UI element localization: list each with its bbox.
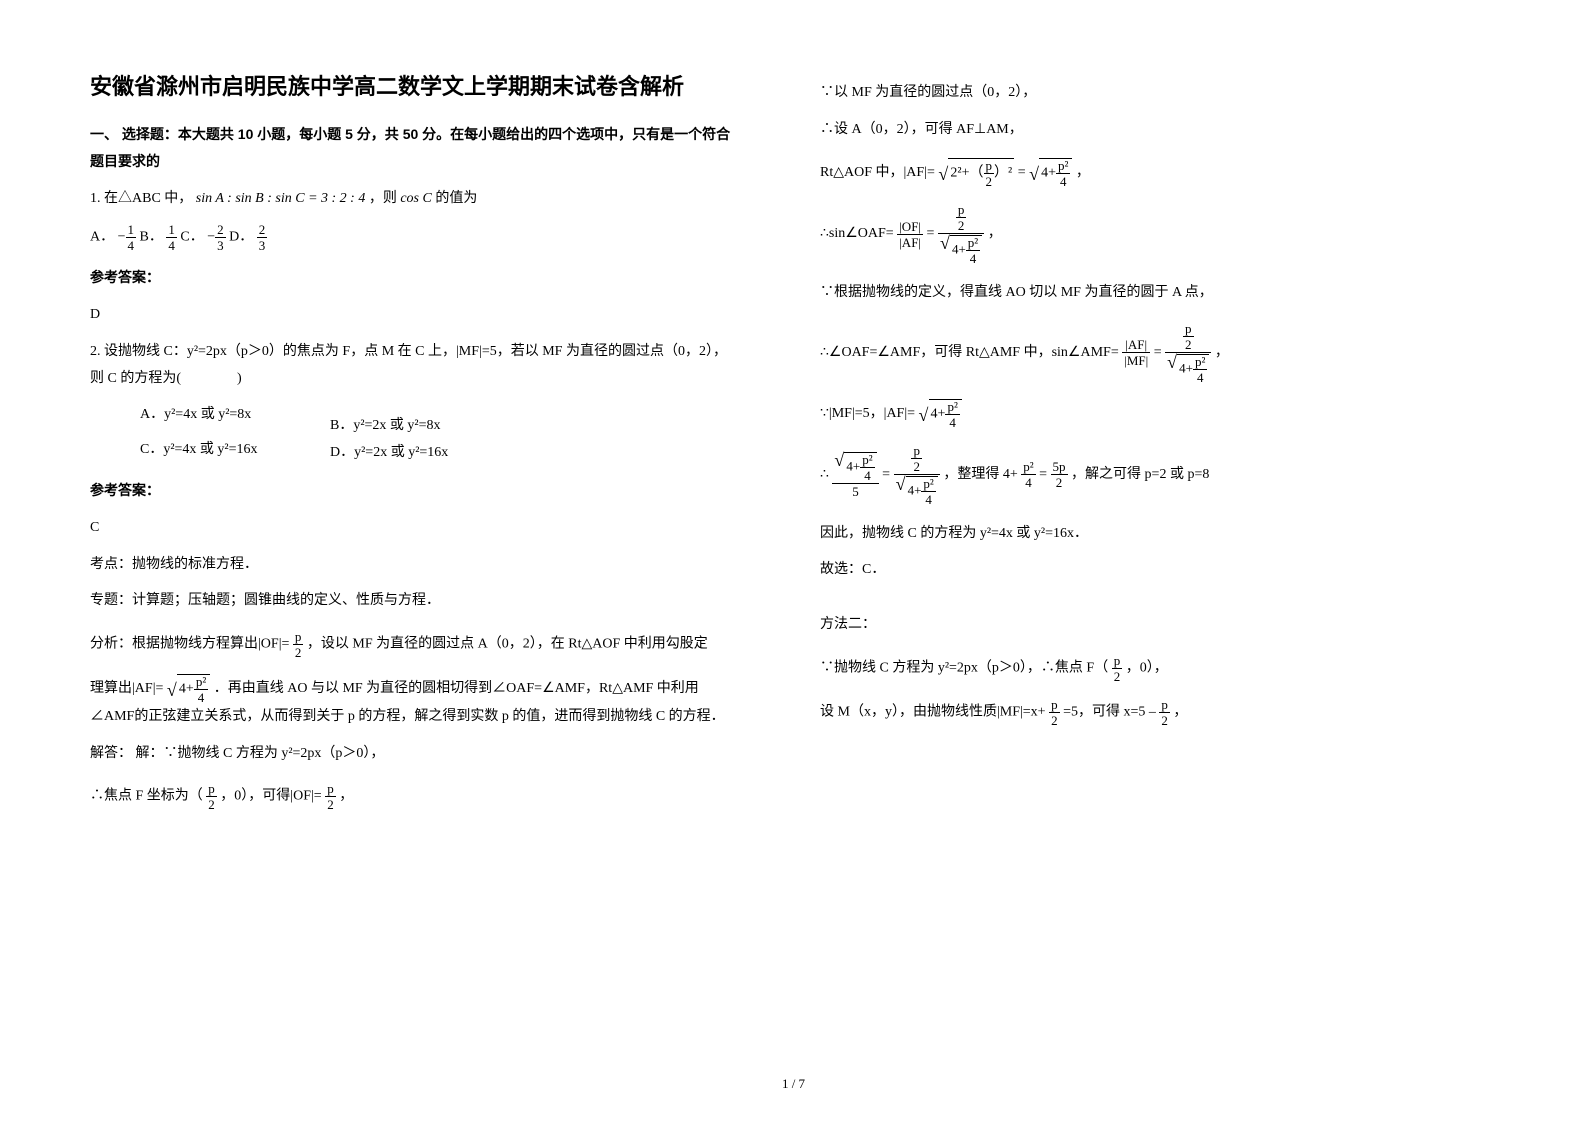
q1-optD: D． bbox=[229, 230, 253, 245]
r-l6a: ∴∠OAF=∠AMF，可得 Rt△AMF 中，sin∠AMF= bbox=[820, 345, 1119, 360]
question-1: 1. 在△ABC 中， sin A : sin B : sin C = 3 : … bbox=[90, 186, 740, 213]
r-l8d: = bbox=[1039, 467, 1047, 482]
r-l8a: ∴ bbox=[820, 467, 829, 482]
q1-stem-a: 1. 在△ABC 中， bbox=[90, 191, 192, 206]
kd-text: 抛物线的标准方程． bbox=[132, 557, 258, 572]
r-l2: ∴设 A（0，2），可得 AF⊥AM， bbox=[820, 117, 1470, 144]
r-m2b: ，0）， bbox=[1126, 660, 1168, 675]
kd-label: 考点： bbox=[90, 557, 132, 572]
r-l3: Rt△AOF 中，|AF|= 2²+（p2）² = 4+p²4 ， bbox=[820, 158, 1470, 188]
r-l4a: ∴sin∠OAF= bbox=[820, 226, 894, 241]
r-l3b: = bbox=[1018, 165, 1026, 180]
r-l6: ∴∠OAF=∠AMF，可得 Rt△AMF 中，sin∠AMF= |AF||MF|… bbox=[820, 322, 1470, 384]
q1-optB: B． bbox=[140, 230, 163, 245]
fenxi: 分析：根据抛物线方程算出|OF|= p2 ，设以 MF 为直径的圆过点 A（0，… bbox=[90, 630, 740, 659]
r-m2e: ， bbox=[1173, 704, 1187, 719]
r-l1: ∵以 MF 为直径的圆过点（0，2）， bbox=[820, 80, 1470, 107]
fx-label: 分析： bbox=[90, 637, 132, 652]
q2-optD: D．y²=2x 或 y²=16x bbox=[280, 440, 630, 467]
right-column: ∵以 MF 为直径的圆过点（0，2）， ∴设 A（0，2），可得 AF⊥AM， … bbox=[820, 70, 1470, 826]
q1-stem-e: 的值为 bbox=[435, 191, 477, 206]
q1-optA: A． bbox=[90, 230, 114, 245]
fx1: 根据抛物线方程算出|OF|= bbox=[132, 637, 289, 652]
r-l3c: ， bbox=[1076, 165, 1090, 180]
r-l4b: = bbox=[927, 226, 935, 241]
r-l7a: ∵|MF|=5，|AF|= bbox=[820, 406, 915, 421]
left-column: 安徽省滁州市启明民族中学高二数学文上学期期末试卷含解析 一、 选择题：本大题共 … bbox=[90, 70, 740, 826]
r-l4: ∴sin∠OAF= |OF||AF| = p24+p²4 ， bbox=[820, 203, 1470, 265]
q1-stem-c: ，则 bbox=[369, 191, 397, 206]
page-number: 1 / 7 bbox=[0, 1076, 1587, 1092]
zt-label: 专题： bbox=[90, 593, 132, 608]
r-l9: 因此，抛物线 C 的方程为 y²=4x 或 y²=16x． bbox=[820, 521, 1470, 548]
answer-label-1: 参考答案： bbox=[90, 264, 740, 291]
jd1: 解：∵抛物线 C 方程为 y²=2px（p＞0）， bbox=[132, 746, 384, 761]
r-l8e: ，解之可得 p=2 或 p=8 bbox=[1071, 467, 1209, 482]
kaodian: 考点：抛物线的标准方程． bbox=[90, 552, 740, 579]
r-l10: 故选：C． bbox=[820, 557, 1470, 584]
r-l8c: ，整理得 4+ bbox=[943, 467, 1017, 482]
jd-label: 解答： bbox=[90, 746, 132, 761]
r-m2c: 设 M（x，y），由抛物线性质|MF|=x+ p2 =5，可得 x=5 – p2… bbox=[820, 698, 1470, 727]
r-l4c: ， bbox=[988, 226, 1002, 241]
question-1-options: A． −14 B． 14 C． −23 D． 23 bbox=[90, 223, 740, 252]
question-2: 2. 设抛物线 C：y²=2px（p＞0）的焦点为 F，点 M 在 C 上，|M… bbox=[90, 339, 740, 392]
q1-stem-b: sin A : sin B : sin C = 3 : 2 : 4 bbox=[196, 191, 366, 206]
r-l6b: = bbox=[1154, 345, 1162, 360]
r-l8: ∴ 4+p²45 = p24+p²4 ，整理得 4+ p²4 = 5p2 ，解之… bbox=[820, 444, 1470, 506]
r-m2c-text: 设 M（x，y），由抛物线性质|MF|=x+ bbox=[820, 704, 1046, 719]
r-l5: ∵根据抛物线的定义，得直线 AO 切以 MF 为直径的圆于 A 点， bbox=[820, 280, 1470, 307]
method-2: 方法二： bbox=[820, 612, 1470, 639]
r-l3a: Rt△AOF 中，|AF|= bbox=[820, 165, 935, 180]
fx3: 理算出|AF|= bbox=[90, 681, 163, 696]
answer-1: D bbox=[90, 302, 740, 329]
zt-text: 计算题；压轴题；圆锥曲线的定义、性质与方程． bbox=[132, 593, 440, 608]
jd2c: ， bbox=[339, 789, 353, 804]
fx2: ，设以 MF 为直径的圆过点 A（0，2），在 Rt△AOF 中利用勾股定 bbox=[307, 637, 708, 652]
r-l6c: ， bbox=[1215, 345, 1229, 360]
q2-optB: B．y²=2x 或 y²=8x bbox=[280, 413, 630, 440]
answer-label-2: 参考答案： bbox=[90, 477, 740, 504]
jieda: 解答： 解：∵抛物线 C 方程为 y²=2px（p＞0）， bbox=[90, 741, 740, 768]
r-l7: ∵|MF|=5，|AF|= 4+p²4 bbox=[820, 399, 1470, 429]
fenxi-2: 理算出|AF|= 4+p²4 ．再由直线 AO 与以 MF 为直径的圆相切得到∠… bbox=[90, 674, 740, 731]
section-heading: 一、 选择题：本大题共 10 小题，每小题 5 分，共 50 分。在每小题给出的… bbox=[90, 121, 740, 174]
jd2b: ，0），可得|OF|= bbox=[220, 789, 321, 804]
jieda-2: ∴焦点 F 坐标为（ p2 ，0），可得|OF|= p2 ， bbox=[90, 782, 740, 811]
q1-optC: C． bbox=[180, 230, 203, 245]
zhuanti: 专题：计算题；压轴题；圆锥曲线的定义、性质与方程． bbox=[90, 588, 740, 615]
doc-title: 安徽省滁州市启明民族中学高二数学文上学期期末试卷含解析 bbox=[90, 70, 740, 103]
answer-2: C bbox=[90, 515, 740, 542]
r-m2d: =5，可得 x=5 – bbox=[1063, 704, 1156, 719]
q1-stem-d: cos C bbox=[400, 191, 432, 206]
r-l8b: = bbox=[882, 467, 890, 482]
r-m2a: ∵抛物线 C 方程为 y²=2px（p＞0），∴焦点 F（ p2 ，0）， bbox=[820, 654, 1470, 683]
r-m2a-text: ∵抛物线 C 方程为 y²=2px（p＞0），∴焦点 F（ bbox=[820, 660, 1108, 675]
jd2: ∴焦点 F 坐标为（ bbox=[90, 789, 203, 804]
